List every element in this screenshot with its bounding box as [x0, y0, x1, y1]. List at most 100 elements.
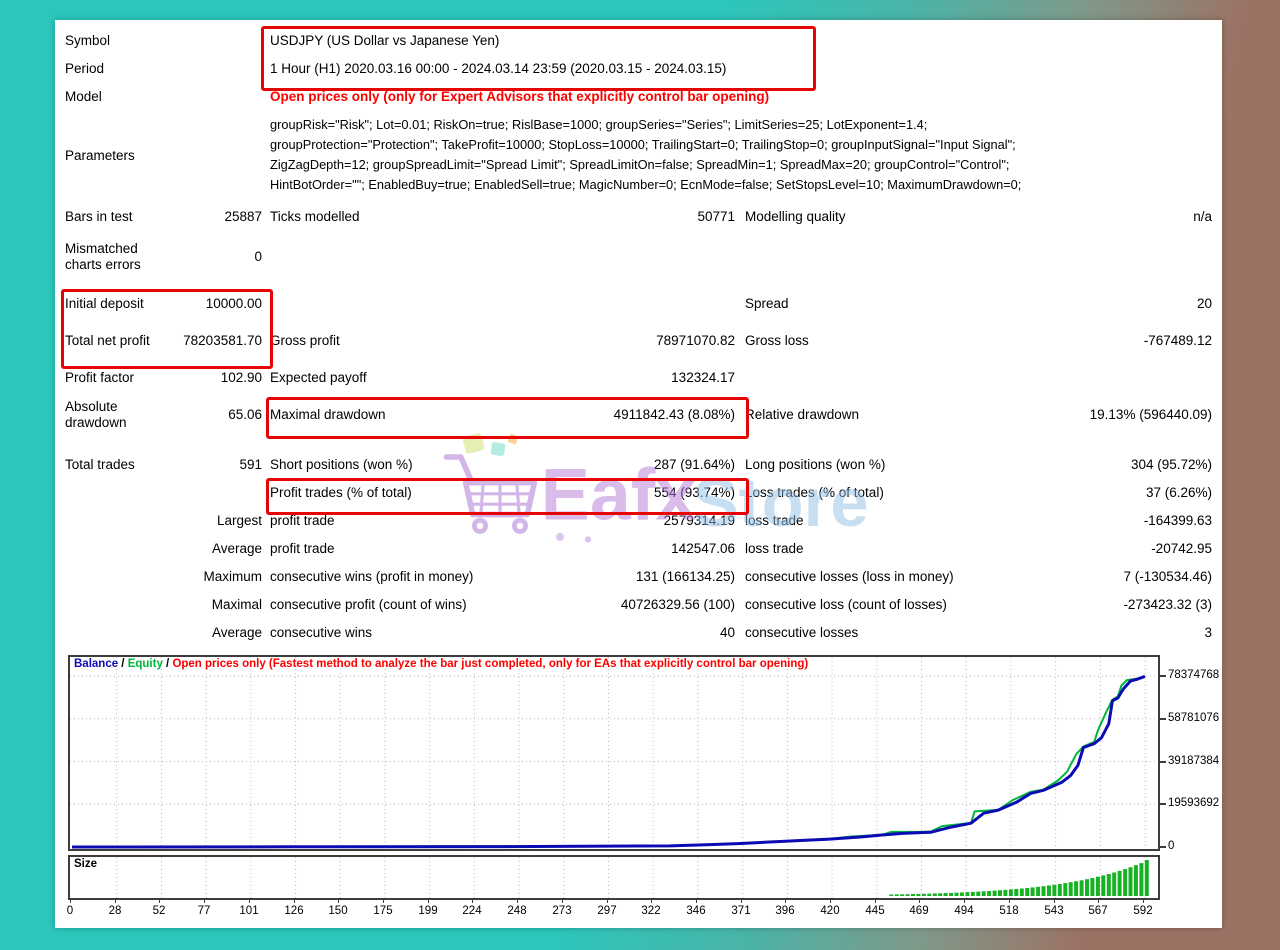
- stat-label: Modelling quality: [745, 209, 846, 224]
- stat-label: Total net profit: [65, 333, 150, 348]
- x-axis-tick-label: 396: [775, 905, 795, 917]
- symbol-label: Symbol: [65, 33, 111, 48]
- table-row: Profit factor 102.90 Expected payoff 132324…: [65, 364, 1212, 392]
- stat-label: consecutive loss (count of losses): [745, 597, 947, 612]
- stat-value: 554 (93.74%): [653, 485, 735, 500]
- stat-value: -20742.95: [1151, 541, 1212, 556]
- period-value: 1 Hour (H1) 2020.03.16 00:00 - 2024.03.1…: [270, 61, 727, 76]
- stat-label: Relative drawdown: [745, 407, 860, 422]
- axis-tick-mark: [204, 899, 205, 903]
- x-axis-tick-label: 199: [418, 905, 438, 917]
- axis-tick-mark: [1098, 899, 1099, 903]
- axis-tick-mark: [741, 899, 742, 903]
- x-axis-tick-label: 592: [1133, 905, 1153, 917]
- chart-legend: Balance / Equity / Open prices only (Fas…: [74, 658, 808, 670]
- stat-label: loss trade: [745, 541, 804, 556]
- stat-value: 4911842.43 (8.08%): [613, 407, 735, 422]
- stat-value: 7 (-130534.46): [1123, 569, 1212, 584]
- table-row: Total trades 591 Short positions (won %) 28…: [65, 451, 1212, 479]
- axis-tick-mark: [919, 899, 920, 903]
- legend-note: Open prices only (Fastest method to anal…: [172, 658, 809, 670]
- x-axis-tick-label: 224: [462, 905, 482, 917]
- stat-label: Profit trades (% of total): [270, 485, 412, 500]
- stat-label: Loss trades (% of total): [745, 485, 884, 500]
- stat-value: Maximal: [211, 597, 262, 612]
- stat-label: profit trade: [270, 513, 335, 528]
- x-axis-tick-label: 0: [66, 905, 74, 917]
- stat-value: n/a: [1193, 209, 1212, 224]
- x-axis-tick-label: 77: [197, 905, 211, 917]
- stat-label: Maximal drawdown: [270, 407, 386, 422]
- axis-tick-mark: [875, 899, 876, 903]
- x-axis-tick-label: 101: [239, 905, 259, 917]
- stat-value: 591: [239, 457, 262, 472]
- table-row: Absolute drawdown 65.06 Maximal drawdown 49…: [65, 393, 1212, 437]
- axis-tick-mark: [1054, 899, 1055, 903]
- x-axis-tick-label: 469: [909, 905, 929, 917]
- stat-value: 50771: [697, 209, 735, 224]
- symbol-value: USDJPY (US Dollar vs Japanese Yen): [270, 33, 500, 48]
- stat-label: consecutive losses (loss in money): [745, 569, 954, 584]
- stat-label: Spread: [745, 296, 789, 311]
- stat-value: 20: [1196, 296, 1212, 311]
- axis-tick-mark: [1160, 718, 1166, 720]
- stat-value: 40726329.56 (100): [620, 597, 735, 612]
- x-axis-tick-label: 567: [1088, 905, 1108, 917]
- x-axis-tick-label: 371: [731, 905, 751, 917]
- x-axis-tick-label: 322: [641, 905, 661, 917]
- x-axis-tick-label: 346: [686, 905, 706, 917]
- stat-value: 37 (6.26%): [1145, 485, 1212, 500]
- stat-value: 40: [719, 625, 735, 640]
- axis-tick-mark: [159, 899, 160, 903]
- stat-value: 102.90: [220, 370, 262, 385]
- x-axis-tick-label: 494: [954, 905, 974, 917]
- stat-value: 0: [254, 249, 262, 264]
- axis-tick-mark: [249, 899, 250, 903]
- axis-tick-mark: [1143, 899, 1144, 903]
- stat-value: 78971070.82: [656, 333, 735, 348]
- y-axis-tick-label: 39187384: [1168, 755, 1220, 767]
- stat-value: 2579314.19: [663, 513, 735, 528]
- period-label: Period: [65, 61, 105, 76]
- legend-balance: Balance: [74, 658, 119, 670]
- axis-tick-mark: [115, 899, 116, 903]
- stat-value: 25887: [224, 209, 262, 224]
- stat-value: 132324.17: [671, 370, 735, 385]
- x-axis-tick-label: 150: [328, 905, 348, 917]
- table-row: Average consecutive wins 40 consecutive los…: [65, 619, 1212, 647]
- x-axis-tick-label: 445: [865, 905, 885, 917]
- stat-value: 304 (95.72%): [1130, 457, 1212, 472]
- stat-label: loss trade: [745, 513, 804, 528]
- balance-chart-plot: [70, 657, 1158, 849]
- stat-label: Short positions (won %): [270, 457, 413, 472]
- table-row: Average profit trade 142547.06 loss trade -2…: [65, 535, 1212, 563]
- stat-label: Gross loss: [745, 333, 809, 348]
- axis-tick-mark: [1160, 761, 1166, 763]
- stat-value: -164399.63: [1143, 513, 1212, 528]
- legend-separator: /: [162, 658, 173, 670]
- parameters-line: ZigZagDepth=12; groupSpreadLimit="Spread…: [270, 157, 1010, 172]
- x-axis-tick-label: 543: [1044, 905, 1064, 917]
- size-chart: Size: [68, 855, 1160, 900]
- stat-value: 131 (166134.25): [635, 569, 735, 584]
- axis-tick-mark: [785, 899, 786, 903]
- x-axis-tick-label: 175: [373, 905, 393, 917]
- x-axis-tick-label: 126: [284, 905, 304, 917]
- axis-tick-mark: [1160, 846, 1166, 848]
- axis-tick-mark: [607, 899, 608, 903]
- stat-value: -767489.12: [1143, 333, 1212, 348]
- stat-label: Total trades: [65, 457, 135, 472]
- stat-label: Expected payoff: [270, 370, 367, 385]
- stat-label: Long positions (won %): [745, 457, 886, 472]
- stat-label: consecutive wins: [270, 625, 373, 640]
- x-axis-tick-label: 28: [108, 905, 122, 917]
- axis-tick-mark: [1160, 803, 1166, 805]
- model-label: Model: [65, 89, 102, 104]
- axis-tick-mark: [696, 899, 697, 903]
- axis-tick-mark: [338, 899, 339, 903]
- y-axis-tick-label: 19593692: [1168, 797, 1220, 809]
- table-row: Maximum consecutive wins (profit in money…: [65, 563, 1212, 591]
- stat-value: Average: [211, 541, 262, 556]
- stat-value: Largest: [216, 513, 262, 528]
